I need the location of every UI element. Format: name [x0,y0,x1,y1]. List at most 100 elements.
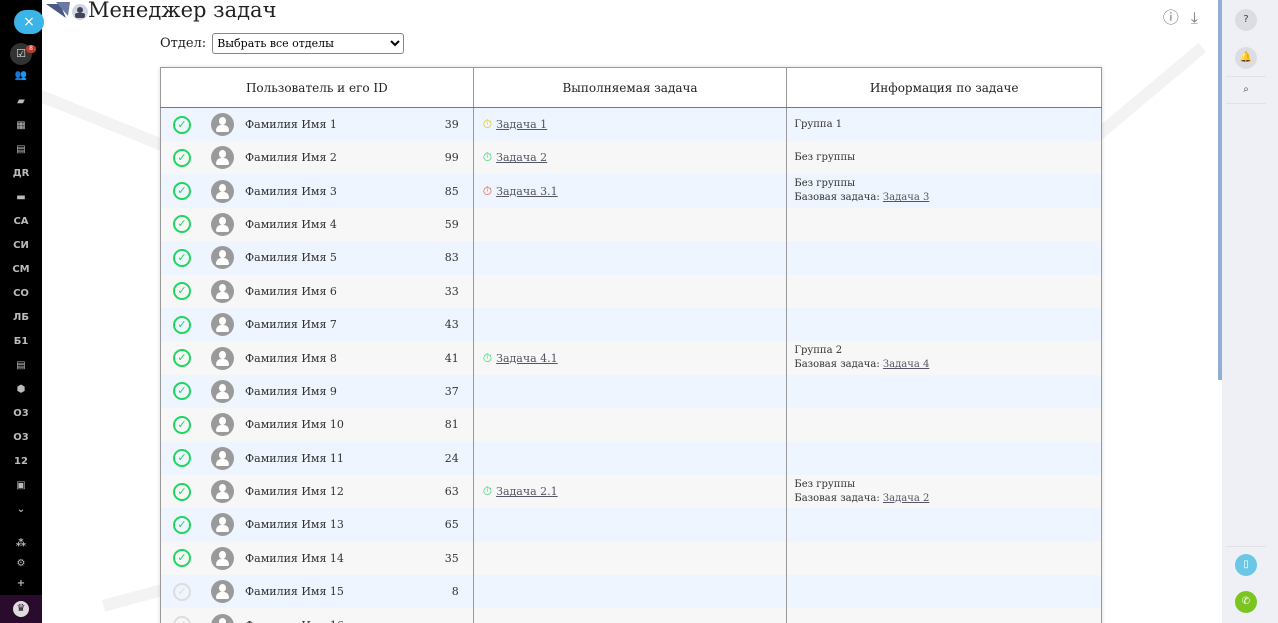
header-task[interactable]: Выполняемая задача [472,67,788,108]
scrollbar[interactable] [1218,0,1222,380]
user-name[interactable]: Фамилия Имя 9 [245,384,337,398]
status-check-icon[interactable]: ✓ [173,582,191,601]
status-check-icon[interactable]: ✓ [173,382,191,401]
sidebar-item[interactable]: О3 [13,432,29,443]
task-link[interactable]: Задача 2 [496,151,548,165]
more-icon[interactable]: ⌄ [16,504,26,515]
task-cell [472,608,788,623]
document-icon[interactable]: ▤ [16,360,26,371]
user-name[interactable]: Фамилия Имя 8 [245,351,337,365]
sidebar-item[interactable]: ЛБ [13,312,29,323]
bell-icon[interactable]: 🔔 [1235,47,1257,69]
base-task-link[interactable]: Задача 2 [882,492,930,504]
search-icon[interactable]: ⌕ [1243,84,1249,95]
status-check-icon[interactable]: ✓ [173,349,191,368]
user-name[interactable]: Фамилия Имя 7 [245,318,337,332]
task-cell: ⏱ Задача 2 [472,141,788,175]
add-icon[interactable]: + [16,578,26,589]
header-info[interactable]: Информация по задаче [786,67,1102,108]
department-label: Отдел: [160,36,207,51]
user-id: 24 [444,451,459,465]
status-check-icon[interactable]: ✓ [173,315,191,334]
task-link[interactable]: Задача 4.1 [496,351,558,365]
users-icon[interactable]: 👥 [14,70,28,81]
department-select[interactable]: Выбрать все отделы [212,33,405,54]
sidebar-item[interactable]: Б1 [13,336,29,347]
status-check-icon[interactable]: ✓ [173,215,191,234]
task-link[interactable]: Задача 3.1 [496,184,558,198]
status-check-icon[interactable]: ✓ [173,482,191,501]
close-button[interactable]: × [14,10,44,34]
status-check-icon[interactable]: ✓ [173,282,191,301]
info-cell: Группа 1 [786,107,1102,141]
avatar [211,346,234,370]
user-id: 8 [451,585,459,599]
user-name[interactable]: Фамилия Имя 3 [245,184,337,198]
cloud-device-icon[interactable]: ▯ [1235,554,1257,576]
user-name[interactable]: Фамилия Имя 2 [245,151,337,165]
sidebar-item[interactable]: 12 [14,456,28,467]
user-name[interactable]: Фамилия Имя 16 [245,619,344,623]
avatar [211,279,234,303]
user-name[interactable]: Фамилия Имя 1 [245,118,337,131]
info-cell [786,508,1102,542]
chat-icon[interactable]: ▰ [17,96,25,107]
sidebar-item[interactable]: СО [13,288,29,299]
user-name[interactable]: Фамилия Имя 12 [245,485,344,499]
timer-icon: ⏱ [482,150,493,165]
storage-icon[interactable]: ▬ [16,192,26,203]
user-id: 85 [444,184,459,198]
contacts-icon[interactable]: ▤ [16,144,26,155]
table-row: ✓ Фамилия Имя 15 8 [160,575,1102,609]
status-check-icon[interactable]: ✓ [173,515,191,534]
page-title: Менеджер задач [88,0,277,22]
info-cell [786,374,1102,409]
help-icon[interactable]: ⓘ [1162,8,1179,27]
user-name[interactable]: Фамилия Имя 10 [245,418,344,432]
task-link[interactable]: Задача 2.1 [496,485,558,499]
task-cell [472,508,788,542]
call-icon[interactable]: ✆ [1235,591,1257,613]
box-icon[interactable]: ⬢ [16,384,26,395]
sidebar-item[interactable]: ДR [12,168,30,179]
status-check-icon[interactable]: ✓ [173,415,191,434]
table-row: ✓ Фамилия Имя 6 33 [160,274,1102,308]
save-icon[interactable]: ▣ [16,480,26,491]
table-row: ✓ Фамилия Имя 1 39 ⏱ Задача 1 Группа 1 [160,107,1102,141]
status-check-icon[interactable]: ✓ [173,115,191,134]
header-user[interactable]: Пользователь и его ID [160,67,474,108]
user-name[interactable]: Фамилия Имя 5 [245,251,337,265]
status-check-icon[interactable]: ✓ [173,616,191,623]
task-table: Пользователь и его ID Выполняемая задача… [160,67,1102,623]
task-cell: ⏱ Задача 2.1 [472,474,788,509]
download-icon[interactable]: ⤓ [1190,8,1198,27]
sidebar-item[interactable]: СИ [13,240,29,251]
user-name[interactable]: Фамилия Имя 13 [245,518,344,532]
status-check-icon[interactable]: ✓ [173,549,191,568]
task-link[interactable]: Задача 1 [496,118,548,131]
user-name[interactable]: Фамилия Имя 4 [245,217,337,231]
structure-icon[interactable]: ⁂ [15,538,27,549]
settings-icon[interactable]: ⚙ [16,558,26,569]
sidebar-item[interactable]: О3 [13,408,29,419]
status-check-icon[interactable]: ✓ [173,148,191,167]
sidebar-item[interactable]: СМ [12,264,30,275]
calendar-icon[interactable]: ▦ [16,120,26,131]
help-icon[interactable]: ? [1235,9,1257,31]
base-task-link[interactable]: Задача 4 [882,359,930,371]
sidebar-item[interactable]: СА [13,216,29,227]
user-name[interactable]: Фамилия Имя 6 [245,284,337,298]
base-task-label: Базовая задача: [794,359,880,371]
avatar [211,513,234,537]
task-cell [472,307,788,342]
user-name[interactable]: Фамилия Имя 11 [245,451,344,465]
user-name[interactable]: Фамилия Имя 15 [245,585,344,599]
base-task-label: Базовая задача: [794,492,880,504]
avatar [211,379,234,403]
status-check-icon[interactable]: ✓ [173,449,191,468]
crown-button[interactable]: ♛ [0,595,42,623]
base-task-link[interactable]: Задача 3 [882,192,930,204]
status-check-icon[interactable]: ✓ [173,248,191,267]
status-check-icon[interactable]: ✓ [173,182,191,201]
user-name[interactable]: Фамилия Имя 14 [245,551,344,565]
